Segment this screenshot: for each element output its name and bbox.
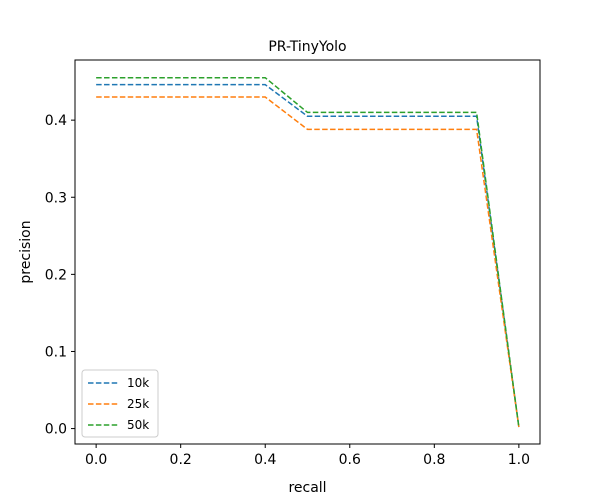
legend-label-50k: 50k [127, 418, 149, 432]
y-axis-label: precision [18, 220, 34, 283]
y-tick-label: 0.2 [45, 267, 67, 283]
y-tick-label: 0.4 [45, 113, 67, 129]
series-line-50k [96, 76, 520, 428]
plot-frame [74, 59, 541, 445]
x-tick-label: 1.0 [508, 452, 530, 468]
chart-title: PR-TinyYolo [268, 39, 346, 55]
series-layer [96, 76, 520, 428]
legend: 10k 25k 50k [81, 369, 159, 438]
x-tick-label: 0.8 [423, 452, 445, 468]
x-tick-label: 0.4 [254, 452, 276, 468]
legend-label-10k: 10k [127, 376, 149, 390]
y-tick-label: 0.1 [45, 344, 67, 360]
y-tick-label: 0.0 [45, 422, 67, 438]
x-axis-label: recall [288, 480, 326, 496]
series-line-25k [96, 96, 520, 428]
y-tick-label: 0.3 [45, 190, 67, 206]
x-tick-label: 0.2 [170, 452, 192, 468]
y-axis: 0.0 0.1 0.2 0.3 0.4 [45, 113, 75, 438]
x-tick-label: 0.6 [339, 452, 361, 468]
legend-label-25k: 25k [127, 397, 149, 411]
x-axis: 0.0 0.2 0.4 0.6 0.8 1.0 [85, 444, 530, 468]
legend-box [81, 369, 159, 438]
x-tick-label: 0.0 [85, 452, 107, 468]
series-line-10k [96, 83, 520, 428]
